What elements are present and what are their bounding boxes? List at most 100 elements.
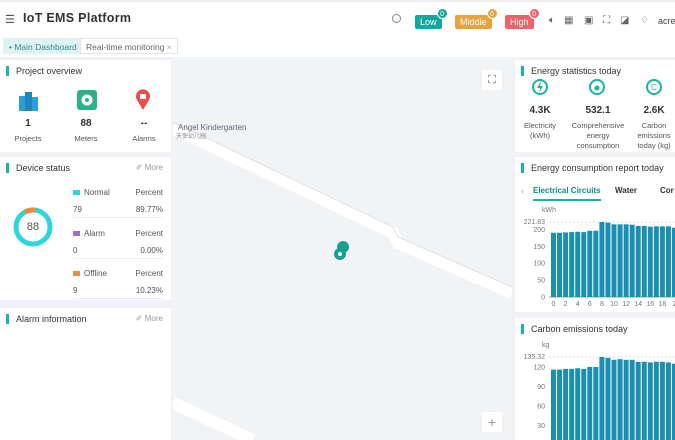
bar (665, 226, 671, 297)
top-bar: ☰ IoT EMS Platform Low 0 Middle 0 High 0 🔈︎… (0, 0, 675, 35)
language-icon[interactable]: ◪ (620, 15, 630, 26)
tab-label: Real-time monitoring (86, 42, 165, 52)
stat-alarms: -- Alarms (119, 118, 169, 144)
more-label: More (144, 314, 163, 323)
donut-offline-segment (13, 207, 53, 247)
x-tick-label: 10 (610, 301, 618, 308)
x-tick-label: 2 (673, 301, 675, 308)
bar (672, 227, 675, 297)
y-unit-label: kg (542, 342, 550, 349)
legend-swatch (73, 231, 80, 236)
map-place-label: Angel Kindergarten (178, 123, 247, 132)
menu-collapse-icon[interactable]: ☰ (5, 14, 15, 26)
y-tick-label: 60 (537, 403, 545, 410)
percent-label: Percent (135, 269, 163, 278)
building-icon (19, 92, 38, 111)
badge-count: 0 (436, 8, 448, 19)
carbon-icon: C (646, 79, 662, 95)
legend-swatch (73, 271, 80, 276)
tab-realtime-monitoring[interactable]: Real-time monitoring × (80, 38, 178, 54)
bar (563, 232, 569, 297)
stat-value: 532.1 (585, 105, 611, 116)
x-tick-label: 18 (659, 301, 667, 308)
bar (629, 224, 635, 297)
alarm-middle-badge[interactable]: Middle 0 (455, 8, 498, 29)
screen-icon[interactable]: ▣ (584, 15, 594, 26)
stat-label: Electricity (kWh) (523, 121, 557, 140)
theme-shirt-icon[interactable]: ♢ (640, 15, 649, 26)
x-tick-label: 14 (634, 301, 642, 308)
tab-water[interactable]: Water (615, 186, 637, 195)
status-percent: 10.23% (135, 286, 163, 295)
close-icon[interactable]: × (166, 42, 172, 52)
badge-label: Middle (460, 17, 487, 27)
map-fullscreen-button[interactable]: ⛶ (482, 70, 502, 90)
bar (569, 368, 575, 440)
bar (605, 357, 611, 440)
map-zoom-in-button[interactable]: + (482, 412, 502, 432)
bar (641, 361, 647, 440)
more-label: More (144, 163, 163, 172)
bar (599, 357, 605, 440)
energy-gauge-icon (589, 79, 605, 95)
bar (617, 359, 623, 440)
stat-label: Carbon emissions today (kg) (637, 121, 671, 150)
grid-icon[interactable]: ▦ (564, 15, 574, 26)
stat-value: 1 (25, 118, 31, 129)
fullscreen-icon[interactable]: ⛶ (603, 15, 610, 26)
mute-icon[interactable]: 🔈︎ (549, 15, 555, 26)
y-max-label: 221.83 (524, 219, 546, 226)
percent-label: Percent (135, 229, 163, 238)
y-tick-label: 50 (537, 278, 545, 285)
stat-label: Comprehensive energy consumption (571, 121, 625, 150)
bar (659, 226, 665, 297)
y-tick-label: 90 (537, 384, 545, 391)
map-view[interactable]: Angel Kindergarten 天使幼儿园 ⛶ + (173, 58, 512, 440)
badge-label: High (510, 17, 529, 27)
carbon-emissions-panel: Carbon emissions today kg135.32030609012… (515, 318, 675, 440)
bar (635, 361, 641, 440)
energy-bar-chart: kWh 221.83 0 50 100 150 200 0 2 4 6 8 10 12 14 16 18 2 (524, 207, 675, 308)
more-link[interactable]: ✐ More (135, 163, 163, 172)
stat-meters: 88 Meters (61, 118, 111, 144)
x-tick-label: 6 (588, 301, 592, 308)
stat-value: 4.3K (529, 105, 551, 116)
status-row-alarm: Alarm Percent 0 0.00% (73, 229, 163, 259)
tab-cor[interactable]: Cor (660, 186, 674, 195)
bar (587, 366, 593, 440)
legend-swatch (73, 190, 80, 195)
y-tick-label: 30 (537, 423, 545, 430)
tab-electrical-circuits[interactable]: Electrical Circuits (533, 186, 601, 201)
bar (647, 362, 653, 440)
status-count: 9 (73, 286, 78, 295)
bar (653, 361, 659, 440)
bar (551, 369, 556, 440)
status-row-offline: Offline Percent 9 10.23% (73, 269, 163, 299)
bar (563, 368, 569, 440)
app-title: IoT EMS Platform (23, 11, 132, 25)
search-icon[interactable] (392, 14, 401, 23)
user-name[interactable]: acrel (658, 16, 675, 26)
stat-label: Projects (14, 134, 42, 143)
tab-prev-icon[interactable]: ‹ (521, 186, 524, 196)
status-name: Offline (84, 269, 107, 278)
panel-title: Device status (6, 163, 70, 173)
bar (629, 359, 635, 440)
alarm-high-badge[interactable]: High 0 (505, 8, 540, 29)
bar (575, 231, 581, 297)
status-row-normal: Normal Percent 79 89.77% (73, 188, 163, 218)
x-tick-label: 4 (576, 301, 580, 308)
status-count: 79 (73, 205, 82, 214)
electricity-icon (532, 79, 548, 95)
panel-title: Alarm information (6, 314, 87, 324)
stat-label: Meters (74, 134, 98, 143)
bar (611, 224, 617, 297)
tab-main-dashboard[interactable]: • Main Dashboard (3, 38, 83, 54)
more-link[interactable]: ✐ More (135, 314, 163, 323)
energy-statistics-panel: Energy statistics today C 4.3K Electricit… (515, 60, 675, 152)
y-unit-label: kWh (542, 207, 556, 214)
alarm-low-badge[interactable]: Low 0 (415, 8, 448, 29)
bar (599, 222, 605, 297)
project-overview-panel: Project overview 1 Projects 88 Meters -- Al… (0, 60, 171, 152)
badge-count: 0 (486, 8, 498, 19)
